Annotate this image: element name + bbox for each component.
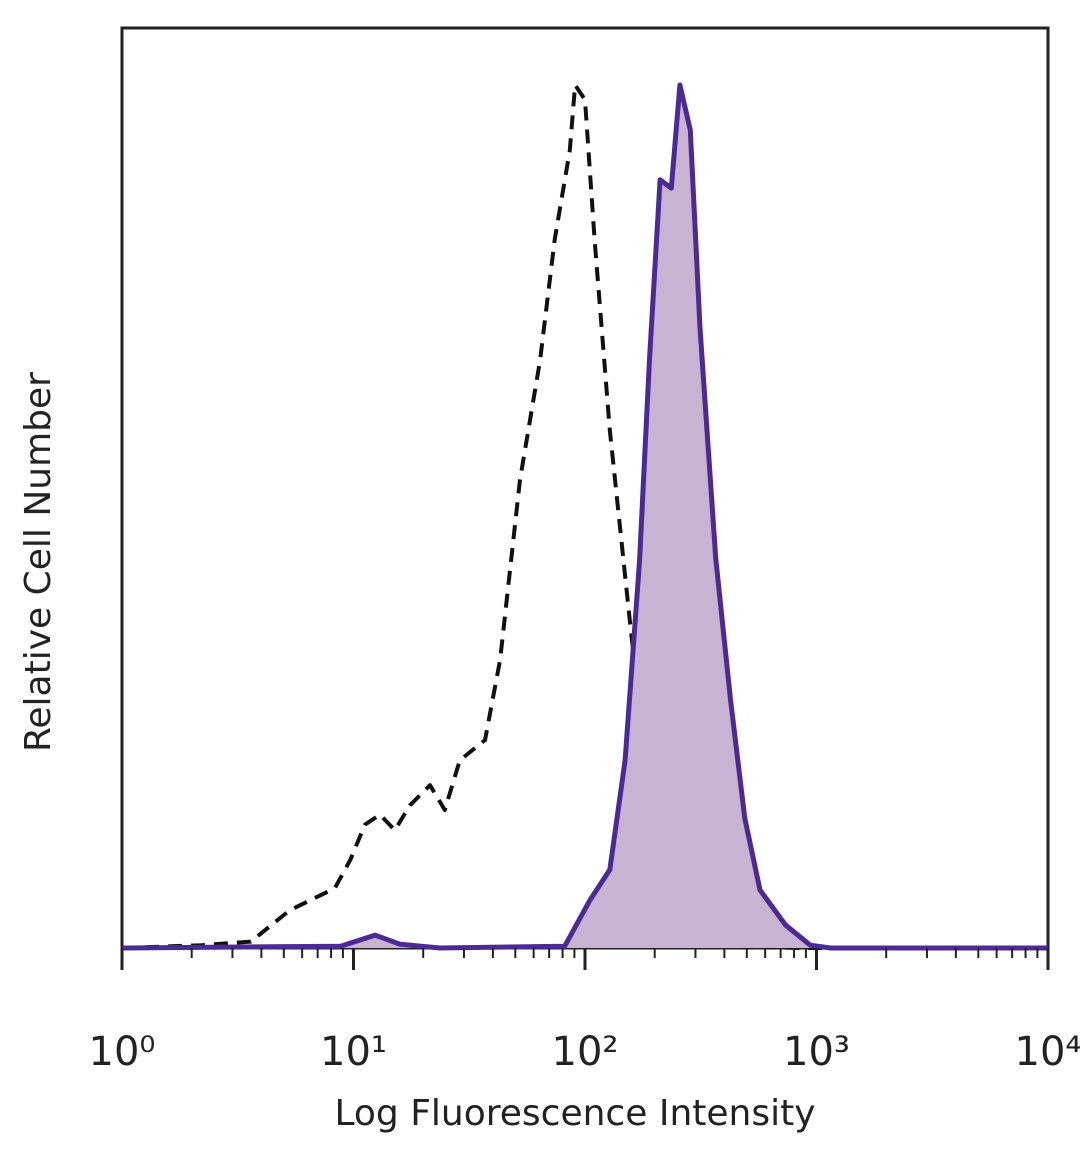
x-tick-label: 10³	[783, 1029, 850, 1075]
x-axis-label: Log Fluorescence Intensity	[334, 1093, 815, 1134]
x-tick-label: 10¹	[320, 1029, 387, 1075]
y-axis-label: Relative Cell Number	[18, 372, 59, 752]
plot-frame	[120, 26, 1050, 950]
histogram-line	[121, 83, 1048, 950]
histogram-line	[121, 82, 1048, 951]
x-tick-label: 10²	[552, 1029, 619, 1075]
x-tick-label: 10⁴	[1015, 1029, 1080, 1075]
x-tick-label: 10⁰	[89, 1029, 156, 1075]
histogram-fill	[122, 85, 1048, 948]
